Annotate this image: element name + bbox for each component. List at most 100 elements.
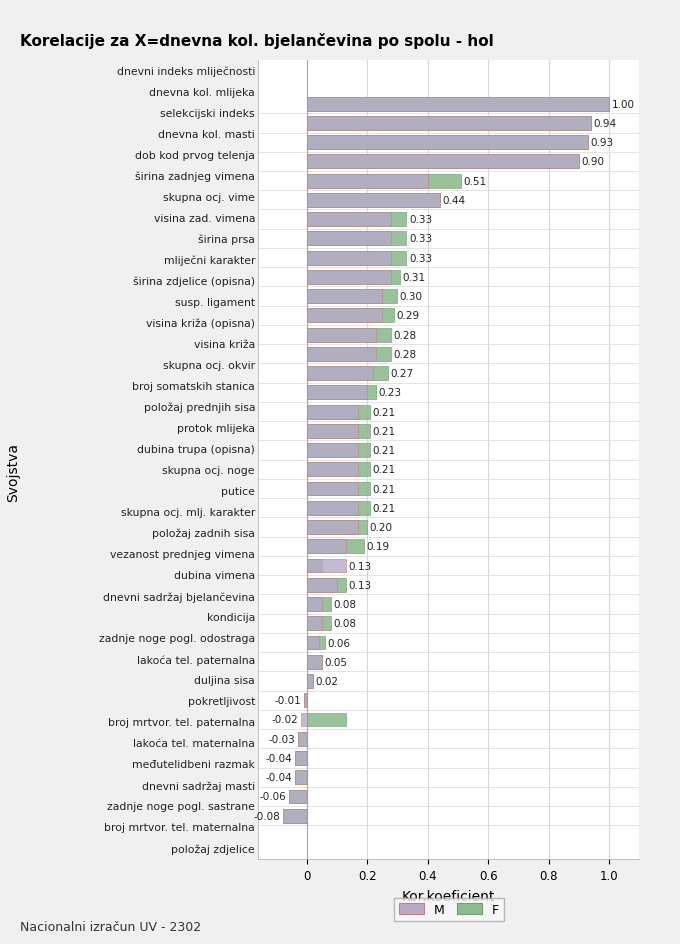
Text: broj somatskih stanica: broj somatskih stanica — [132, 381, 255, 392]
Text: dnevni sadržaj masti: dnevni sadržaj masti — [142, 781, 255, 791]
Text: duljina sisa: duljina sisa — [194, 676, 255, 685]
Bar — [307, 540, 346, 553]
Text: skupna ocj. mlj. karakter: skupna ocj. mlj. karakter — [120, 508, 255, 517]
Text: 0.51: 0.51 — [463, 177, 486, 186]
Text: 0.06: 0.06 — [327, 638, 350, 648]
Text: 0.08: 0.08 — [333, 618, 356, 629]
Text: 0.20: 0.20 — [370, 522, 392, 532]
Text: 0.28: 0.28 — [394, 349, 417, 360]
Text: 0.21: 0.21 — [373, 464, 396, 475]
Text: -0.06: -0.06 — [260, 792, 286, 801]
Text: 0.33: 0.33 — [409, 215, 432, 225]
Text: skupna ocj. vime: skupna ocj. vime — [163, 193, 255, 203]
Bar — [298, 732, 307, 746]
Text: dubina trupa (opisna): dubina trupa (opisna) — [137, 445, 255, 455]
Bar — [307, 156, 579, 169]
Text: međutelidbeni razmak: međutelidbeni razmak — [132, 760, 255, 769]
Bar — [307, 501, 370, 515]
Bar — [307, 405, 358, 419]
Bar — [307, 136, 588, 150]
Bar — [307, 271, 392, 284]
Text: broj mrtvor. tel. paternalna: broj mrtvor. tel. paternalna — [108, 717, 255, 728]
Bar — [307, 117, 591, 130]
Bar — [307, 117, 591, 130]
Text: visina križa: visina križa — [194, 340, 255, 349]
Bar — [283, 809, 307, 823]
Bar — [307, 329, 392, 342]
Bar — [307, 232, 392, 246]
Bar — [307, 347, 376, 362]
Bar — [307, 482, 370, 496]
Text: 0.27: 0.27 — [391, 369, 414, 379]
Bar — [307, 501, 358, 515]
Bar — [307, 463, 370, 477]
Text: -0.04: -0.04 — [265, 772, 292, 783]
Text: širina zadnjeg vimena: širina zadnjeg vimena — [135, 172, 255, 182]
Bar — [307, 674, 313, 688]
Text: 0.28: 0.28 — [394, 330, 417, 340]
Bar — [304, 694, 307, 707]
Text: -0.03: -0.03 — [269, 734, 295, 744]
Text: lakoća tel. paternalna: lakoća tel. paternalna — [137, 654, 255, 665]
Text: 0.94: 0.94 — [593, 119, 616, 128]
Text: 1.00: 1.00 — [611, 99, 634, 110]
Text: zadnje noge pogl. sastrane: zadnje noge pogl. sastrane — [107, 801, 255, 812]
Bar — [307, 156, 579, 169]
Bar — [307, 251, 407, 265]
Text: -0.02: -0.02 — [271, 715, 299, 725]
Bar — [307, 213, 392, 227]
Text: mliječni karakter: mliječni karakter — [163, 256, 255, 266]
Bar — [307, 309, 382, 323]
Text: širina zdjelice (opisna): širina zdjelice (opisna) — [133, 277, 255, 287]
Text: putice: putice — [221, 487, 255, 497]
Bar — [307, 136, 588, 150]
Text: -0.08: -0.08 — [254, 811, 280, 821]
Bar — [307, 713, 346, 727]
Text: vezanost prednjeg vimena: vezanost prednjeg vimena — [110, 549, 255, 560]
Bar — [307, 540, 364, 553]
Bar — [307, 194, 440, 208]
Text: -0.04: -0.04 — [265, 753, 292, 763]
Bar — [307, 598, 331, 612]
Bar — [307, 175, 461, 189]
Bar — [307, 97, 609, 111]
Text: selekcijski indeks: selekcijski indeks — [160, 109, 255, 119]
Bar — [307, 386, 367, 400]
Text: 0.93: 0.93 — [590, 138, 613, 148]
Bar — [301, 713, 307, 727]
Bar — [307, 367, 388, 380]
Text: 0.21: 0.21 — [373, 484, 396, 494]
Text: 0.33: 0.33 — [409, 253, 432, 263]
Text: dubina vimena: dubina vimena — [174, 571, 255, 581]
Bar — [307, 598, 322, 612]
Bar — [307, 674, 313, 688]
Bar — [307, 251, 392, 265]
Text: visina zad. vimena: visina zad. vimena — [154, 213, 255, 224]
Legend: M, F: M, F — [394, 898, 504, 920]
X-axis label: Kor.koeficient: Kor.koeficient — [402, 888, 496, 902]
Bar — [307, 290, 397, 304]
Bar — [298, 732, 307, 746]
Bar — [307, 520, 367, 534]
Bar — [307, 444, 370, 458]
Text: 0.33: 0.33 — [409, 234, 432, 244]
Text: 0.13: 0.13 — [348, 581, 371, 590]
Bar — [294, 770, 307, 784]
Bar — [307, 386, 376, 400]
Bar — [307, 309, 394, 323]
Text: dob kod prvog telenja: dob kod prvog telenja — [135, 151, 255, 160]
Text: 0.21: 0.21 — [373, 446, 396, 456]
Bar — [294, 751, 307, 765]
Text: skupna ocj. okvir: skupna ocj. okvir — [163, 361, 255, 371]
Bar — [307, 194, 440, 208]
Text: kondicija: kondicija — [207, 613, 255, 623]
Text: lakoća tel. maternalna: lakoća tel. maternalna — [133, 738, 255, 749]
Text: širina prsa: širina prsa — [198, 234, 255, 245]
Bar — [307, 97, 609, 111]
Bar — [307, 425, 358, 438]
Text: 0.30: 0.30 — [400, 292, 423, 302]
Bar — [307, 636, 319, 649]
Bar — [307, 444, 358, 458]
Text: 0.08: 0.08 — [333, 599, 356, 610]
Bar — [307, 425, 370, 438]
